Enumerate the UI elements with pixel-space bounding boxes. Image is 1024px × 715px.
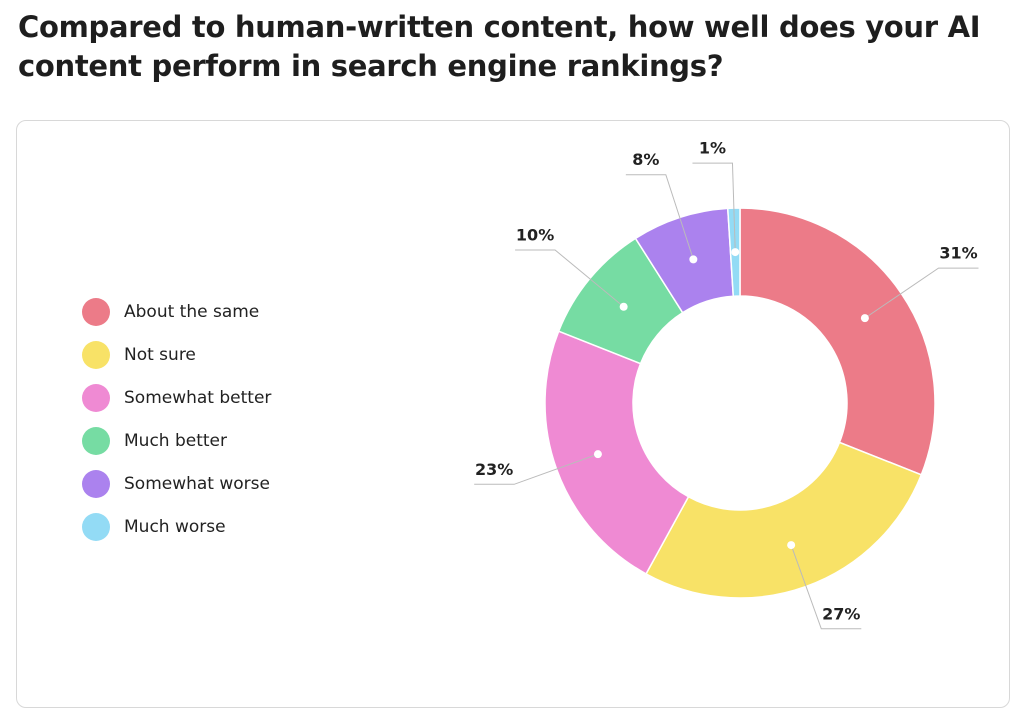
- leader-dot: [593, 450, 602, 459]
- legend-label: Somewhat better: [124, 388, 271, 408]
- value-label: 23%: [475, 460, 513, 479]
- value-label: 1%: [699, 139, 726, 158]
- leader-dot: [689, 255, 698, 264]
- leader-line: [625, 174, 694, 260]
- donut-segment: [645, 441, 923, 599]
- value-label: 31%: [939, 244, 977, 263]
- legend-label: Not sure: [124, 345, 196, 365]
- legend-swatch: [82, 384, 110, 412]
- donut-segment: [739, 207, 936, 476]
- legend-swatch: [82, 298, 110, 326]
- legend-swatch: [82, 341, 110, 369]
- leader-line: [474, 453, 599, 485]
- value-label: 10%: [516, 226, 554, 245]
- leader-line: [790, 544, 862, 630]
- value-label: 27%: [822, 604, 860, 623]
- legend-label: Much better: [124, 431, 227, 451]
- legend-swatch: [82, 427, 110, 455]
- legend-label: About the same: [124, 302, 259, 322]
- leader-line: [864, 267, 979, 319]
- legend-label: Somewhat worse: [124, 474, 270, 494]
- legend-swatch: [82, 470, 110, 498]
- leader-dot: [787, 541, 796, 550]
- legend-swatch: [82, 513, 110, 541]
- leader-line: [692, 162, 736, 253]
- leader-dot: [860, 314, 869, 323]
- value-label: 8%: [632, 150, 659, 169]
- chart-card: [16, 120, 1010, 708]
- leader-dot: [619, 302, 628, 311]
- leader-line: [515, 249, 624, 308]
- leader-dot: [731, 248, 740, 257]
- chart-title: Compared to human-written content, how w…: [18, 10, 981, 84]
- legend-label: Much worse: [124, 517, 226, 537]
- donut-segment: [544, 330, 690, 575]
